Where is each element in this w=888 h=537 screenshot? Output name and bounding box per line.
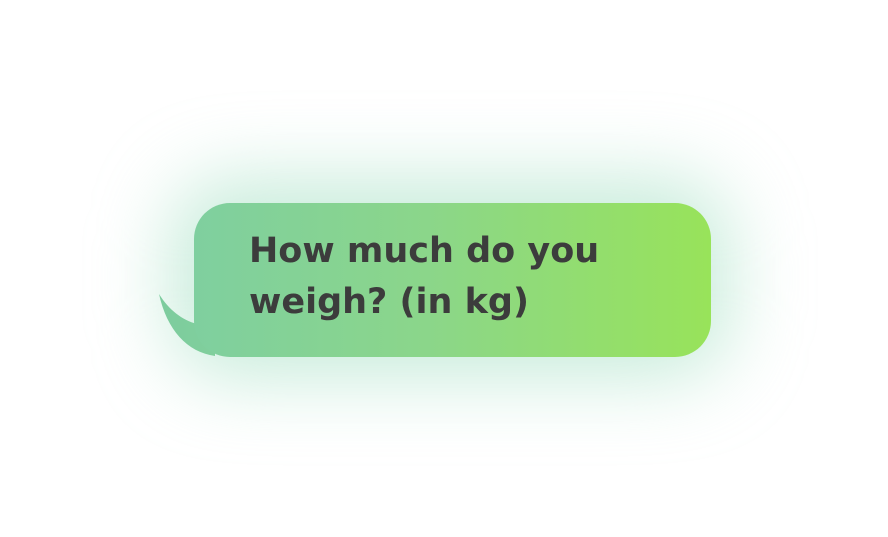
bubble-message-text: How much do you weigh? (in kg) <box>249 231 600 322</box>
chat-bubble <box>194 203 711 357</box>
